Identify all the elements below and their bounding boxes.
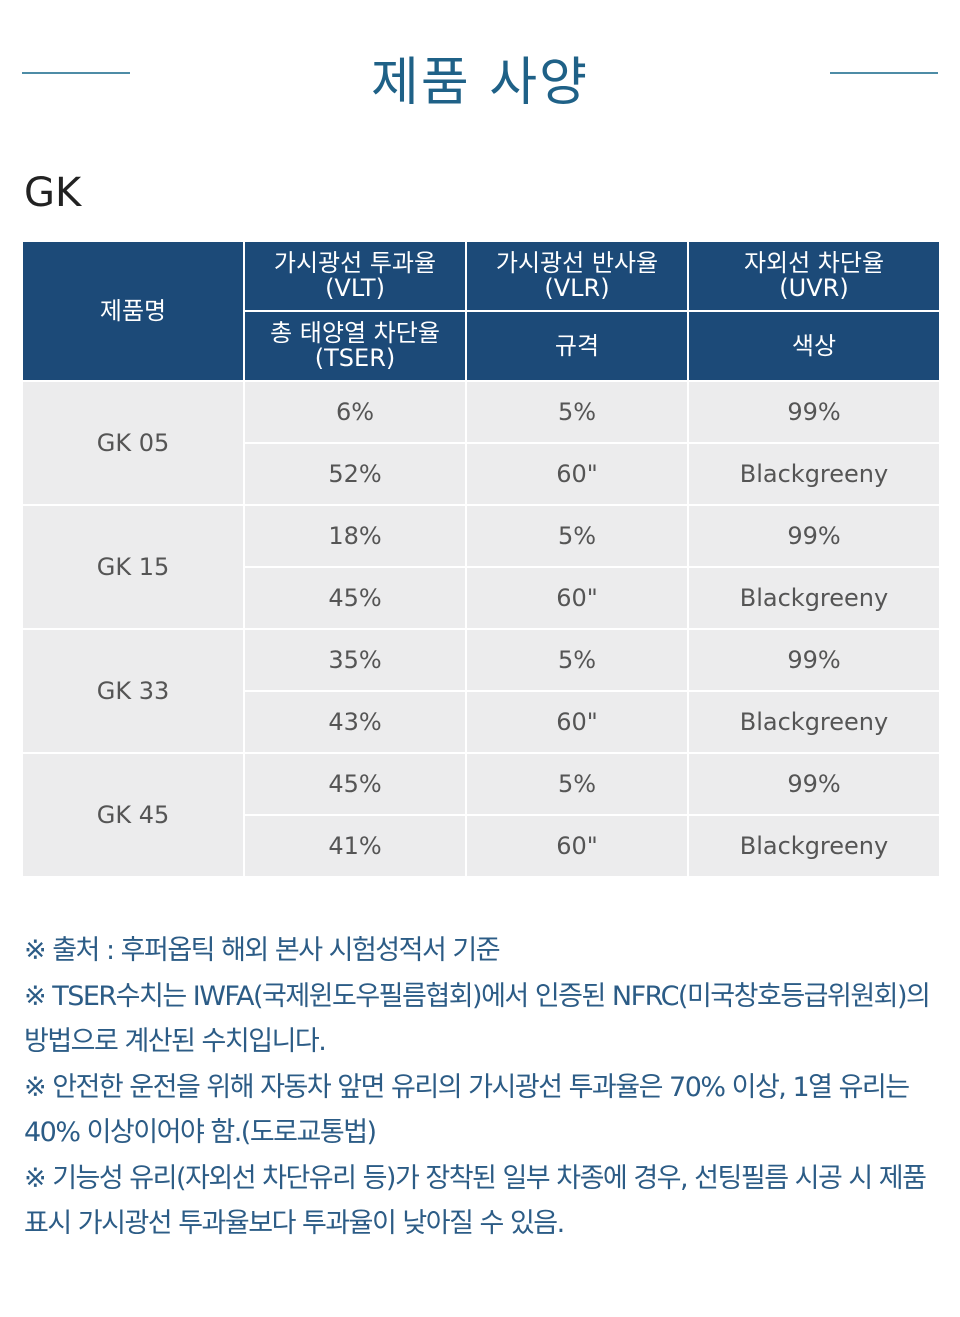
spec-cell: 45% bbox=[243, 752, 467, 816]
spec-cell: 99% bbox=[687, 380, 939, 444]
section-title: GK bbox=[24, 170, 82, 216]
spec-cell: 60" bbox=[465, 690, 689, 754]
spec-cell: 60" bbox=[465, 566, 689, 630]
body-row: GK 45 45% 5% 99% bbox=[23, 752, 939, 878]
header-line: 총 태양열 차단율 bbox=[270, 319, 440, 347]
body-row: GK 15 18% 5% 99% bbox=[23, 504, 939, 630]
header-line: (UVR) bbox=[779, 274, 849, 302]
spec-table: 제품명 가시광선 투과율 (VLT) 가시광선 반사율 (VLR) 자외선 차단율 (UVR… bbox=[23, 240, 939, 878]
header-line: 가시광선 투과율 bbox=[273, 249, 437, 277]
spec-cell: 5% bbox=[465, 628, 689, 692]
product-name: GK 45 bbox=[23, 752, 245, 878]
body-row: GK 33 35% 5% 99% bbox=[23, 628, 939, 754]
spec-cell: 18% bbox=[243, 504, 467, 568]
body-row: GK 05 6% 5% 99% bbox=[23, 380, 939, 506]
spec-cell: 35% bbox=[243, 628, 467, 692]
header-cell: 자외선 차단율 (UVR) bbox=[687, 240, 939, 312]
spec-cell: 45% bbox=[243, 566, 467, 630]
spec-cell: 52% bbox=[243, 442, 467, 506]
spec-cell: 5% bbox=[465, 752, 689, 816]
header-cell: 색상 bbox=[687, 310, 939, 382]
spec-cell: 5% bbox=[465, 380, 689, 444]
table-body: GK 05 6% 5% 99% 52% 60" Blackgreeny GK 15 18% 5% 9… bbox=[23, 380, 939, 878]
spec-cell: 5% bbox=[465, 504, 689, 568]
body-row: 45% 60" Blackgreeny bbox=[23, 566, 939, 630]
table-head: 제품명 가시광선 투과율 (VLT) 가시광선 반사율 (VLR) 자외선 차단율 (UVR… bbox=[23, 240, 939, 382]
note: ※ 기능성 유리(자외선 차단유리 등)가 장착된 일부 차종에 경우, 선팅필… bbox=[24, 1162, 927, 1240]
spec-cell: Blackgreeny bbox=[687, 566, 939, 630]
header-line: (TSER) bbox=[314, 344, 396, 372]
note: ※ 안전한 운전을 위해 자동차 앞면 유리의 가시광선 투과율은 70% 이상… bbox=[24, 1071, 910, 1149]
title-rule bbox=[830, 72, 938, 74]
spec-cell: 99% bbox=[687, 752, 939, 816]
header-cell: 총 태양열 차단율 (TSER) bbox=[244, 310, 467, 382]
body-row: 41% 60" Blackgreeny bbox=[23, 814, 939, 878]
header-line: 색상 bbox=[791, 331, 837, 360]
note: ※ 출처 : 후퍼옵틱 해외 본사 시험성적서 기준 bbox=[24, 935, 501, 966]
header-line: 가시광선 반사율 bbox=[495, 249, 659, 277]
spec-cell: Blackgreeny bbox=[687, 690, 939, 754]
product-name: GK 15 bbox=[23, 504, 245, 630]
spec-cell: Blackgreeny bbox=[687, 442, 939, 506]
spec-cell: Blackgreeny bbox=[687, 814, 939, 878]
body-row: 43% 60" Blackgreeny bbox=[23, 690, 939, 754]
header-line: (VLT) bbox=[325, 274, 385, 302]
spec-cell: 43% bbox=[243, 690, 467, 754]
header-row: 제품명 가시광선 투과율 (VLT) 가시광선 반사율 (VLR) 자외선 차단율 (UVR… bbox=[23, 240, 939, 382]
header-line: (VLR) bbox=[544, 274, 610, 302]
header-cell: 규격 bbox=[465, 310, 689, 382]
page-title: 제품 사양 bbox=[371, 53, 589, 113]
body-row: 52% 60" Blackgreeny bbox=[23, 442, 939, 506]
spec-cell: 99% bbox=[687, 628, 939, 692]
spec-cell: 6% bbox=[243, 380, 467, 444]
header-cell: 제품명 bbox=[23, 240, 245, 382]
header-line: 자외선 차단율 bbox=[743, 249, 885, 277]
spec-cell: 41% bbox=[243, 814, 467, 878]
title-rule bbox=[22, 72, 130, 74]
note: ※ TSER수치는 IWFA(국제윈도우필름협회)에서 인증된 NFRC(미국창… bbox=[24, 980, 931, 1058]
header-line: 규격 bbox=[554, 331, 600, 360]
spec-cell: 60" bbox=[465, 814, 689, 878]
header-cell: 가시광선 반사율 (VLR) bbox=[465, 240, 689, 312]
header-cell: 가시광선 투과율 (VLT) bbox=[243, 240, 467, 312]
product-name: GK 05 bbox=[23, 380, 245, 506]
spec-cell: 99% bbox=[687, 504, 939, 568]
spec-cell: 60" bbox=[465, 442, 689, 506]
product-name: GK 33 bbox=[23, 628, 245, 754]
header-row: 총 태양열 차단율 (TSER) 규격 색상 bbox=[23, 310, 939, 382]
notes: ※ 출처 : 후퍼옵틱 해외 본사 시험성적서 기준 ※ TSER수치는 IWFA… bbox=[24, 928, 934, 1247]
